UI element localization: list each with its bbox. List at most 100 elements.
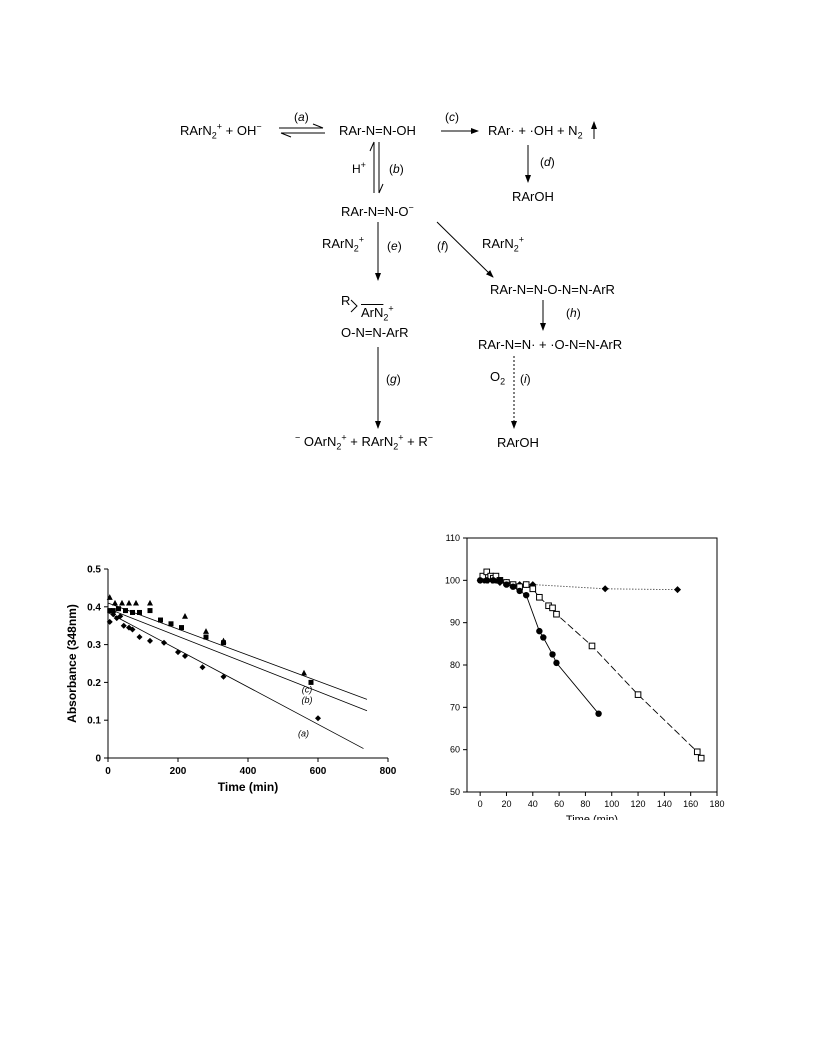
i-letter: i — [524, 372, 527, 386]
scheme-arrows — [279, 121, 597, 429]
c-open: ( — [445, 110, 449, 124]
o2-text: O — [490, 369, 501, 384]
data-point-triangle — [112, 599, 118, 606]
h-open: ( — [566, 306, 570, 320]
i-close: ) — [526, 372, 531, 386]
step-label-f: (f) — [437, 240, 448, 252]
x-tick-label: 400 — [240, 766, 257, 777]
data-point-triangle — [126, 599, 132, 606]
diazotate-anion: RAr-N=N-O− — [341, 203, 414, 218]
adduct-diazonium: ArN2+ — [361, 303, 394, 322]
y-tick-label: 0 — [95, 754, 101, 765]
data-point-diamond — [136, 634, 143, 641]
percent-time-chart: 0 20 40 60 80 100 120 140 160 180 50 60 70 80 90 100 110… — [445, 533, 725, 820]
y-tick-label: 110 — [446, 533, 460, 543]
x-tick-label: 0 — [105, 766, 111, 777]
c-close: ) — [455, 110, 459, 124]
y-tick-label: 90 — [450, 618, 460, 628]
x-tick-label: 20 — [501, 799, 511, 809]
data-point-square — [147, 608, 153, 614]
data-point-square — [123, 608, 128, 614]
b-close: ) — [399, 162, 404, 176]
proton-label: H+ — [352, 161, 366, 176]
r1-sup: + — [216, 121, 223, 132]
e-close: ) — [397, 239, 402, 253]
f-reagent-sub: 2 — [513, 243, 519, 254]
step-label-h: (h) — [566, 307, 581, 319]
r9-sub1: 2 — [336, 441, 342, 452]
y-tick-label: 80 — [450, 660, 460, 670]
data-point-diamond — [175, 649, 181, 656]
data-point-diamond — [110, 611, 117, 618]
x-tick-label: 60 — [554, 799, 564, 809]
b-letter: b — [393, 162, 400, 176]
data-point-open-square — [588, 642, 596, 650]
data-point-diamond — [601, 585, 609, 593]
data-point-diamond — [220, 673, 227, 680]
data-point-open-square — [522, 581, 530, 588]
data-point-diamond — [147, 637, 153, 644]
data-point-open-square — [553, 610, 560, 618]
r1-sup2: − — [256, 121, 262, 132]
data-point-square — [137, 609, 142, 615]
final-products: − OArN2+ + RArN2+ + R− — [295, 433, 433, 451]
data-point-triangle — [220, 637, 227, 644]
fit-line — [107, 602, 368, 700]
data-point-diamond — [199, 664, 206, 671]
data-point-square — [158, 617, 163, 623]
data-point-open-square — [529, 585, 537, 593]
data-point-circle — [536, 627, 543, 635]
data-point-square — [308, 679, 314, 685]
r7-sup: + — [388, 303, 394, 314]
d-close: ) — [550, 155, 555, 169]
data-point-triangle — [203, 628, 209, 634]
r9-p4: + R — [403, 434, 428, 449]
reagent-e: RArN2+ — [322, 235, 364, 253]
data-point-circle — [516, 587, 523, 595]
data-point-square — [168, 621, 174, 627]
oxygen-label: O2 — [490, 369, 505, 386]
data-point-diamond — [182, 652, 188, 659]
i-open: ( — [520, 372, 524, 386]
x-tick-label: 140 — [657, 799, 672, 809]
r1-rest: + OH — [222, 123, 257, 138]
f-reagent-text: RArN — [482, 236, 514, 251]
data-point-triangle — [147, 599, 153, 606]
x-tick-label: 160 — [683, 799, 698, 809]
phenol-product-2: RArOH — [497, 435, 539, 450]
x-tick-label: 200 — [170, 766, 187, 777]
e-reagent-text: RArN — [322, 236, 354, 251]
d-letter: d — [544, 155, 551, 169]
diazohydroxide: RAr-N=N-OH — [339, 123, 416, 138]
y-tick-label: 50 — [450, 787, 460, 797]
step-label-a: (a) — [294, 111, 309, 123]
f-reagent-sup: + — [518, 234, 525, 245]
f-letter: f — [441, 239, 445, 253]
y-tick-label: 0.3 — [87, 640, 101, 651]
data-point-diamond — [106, 618, 113, 625]
data-point-diamond — [120, 622, 127, 629]
data-point-open-square — [693, 748, 701, 756]
e-letter: e — [391, 239, 398, 253]
a-close: ) — [304, 110, 309, 124]
data-point-circle — [503, 581, 510, 588]
data-point-circle — [476, 577, 484, 584]
data-point-circle — [490, 577, 497, 584]
phenol-product-1: RArOH — [512, 189, 554, 204]
equilibrium-arrow-a — [279, 123, 325, 138]
step-label-e: (e) — [387, 240, 402, 252]
data-point-square — [179, 625, 184, 631]
data-point-open-square — [483, 568, 491, 576]
r1-sub: 2 — [211, 130, 217, 141]
o2-sub: 2 — [500, 376, 506, 387]
r9-sub2: 2 — [393, 441, 399, 452]
h-letter: h — [570, 306, 577, 320]
step-label-g: (g) — [386, 373, 401, 385]
data-point-diamond — [129, 626, 136, 633]
data-point-square — [116, 606, 121, 612]
x-tick-label: 180 — [709, 799, 724, 809]
plot-frame — [466, 537, 718, 793]
arrow-f — [436, 221, 494, 278]
adduct-r-line: R — [341, 293, 351, 308]
x-tick-label: 120 — [631, 799, 646, 809]
